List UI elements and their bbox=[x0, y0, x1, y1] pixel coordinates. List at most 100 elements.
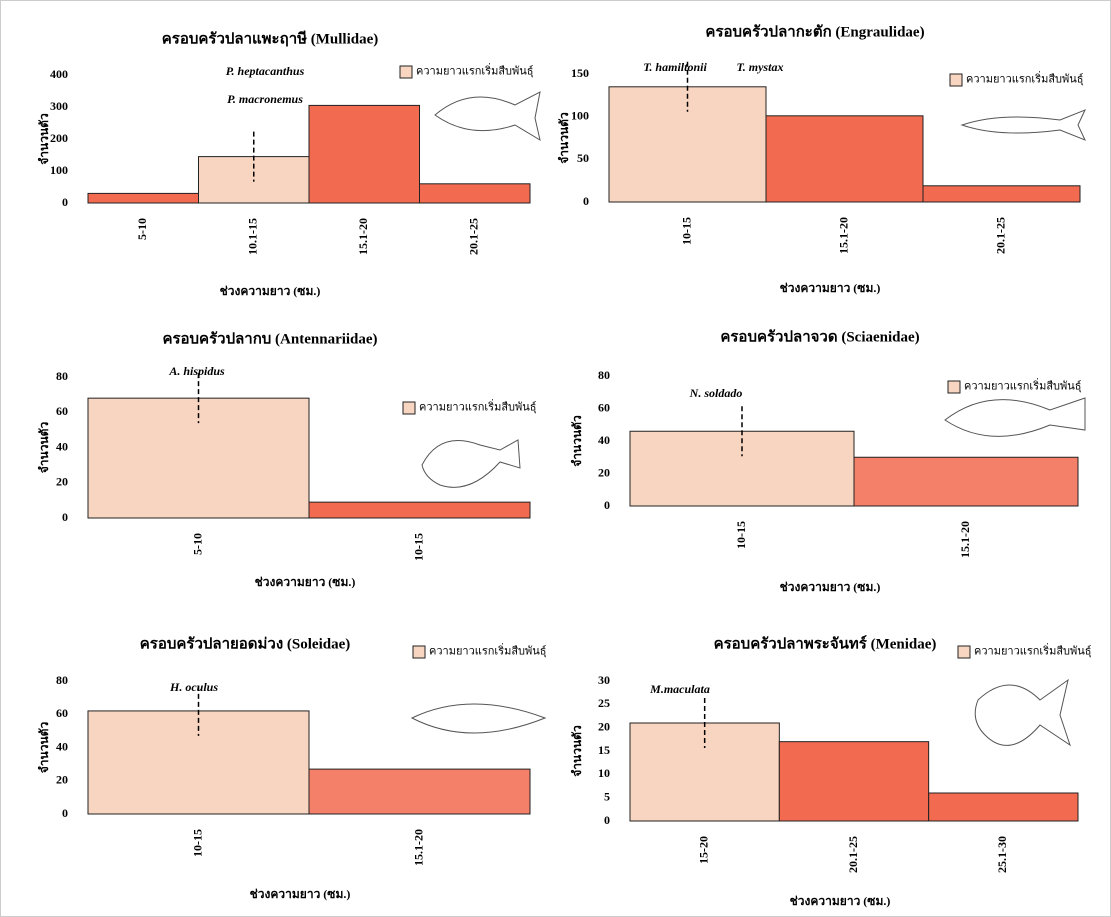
y-tick-label: 20 bbox=[56, 773, 68, 787]
x-tick-label: 15.1-20 bbox=[356, 218, 370, 255]
x-tick-label: 15.1-20 bbox=[958, 521, 972, 558]
y-tick-label: 40 bbox=[598, 433, 610, 447]
legend-swatch bbox=[399, 65, 413, 79]
chart-title: ครอบครัวปลากบ (Antennariidae) bbox=[162, 330, 377, 347]
y-axis-label: จำนวนตัว bbox=[557, 112, 571, 164]
y-tick-label: 60 bbox=[56, 404, 68, 418]
bar bbox=[629, 722, 780, 822]
y-tick-label: 80 bbox=[56, 369, 68, 383]
y-tick-label: 60 bbox=[598, 400, 610, 414]
legend-label: ความยาวแรกเริ่มสืบพันธุ์ bbox=[964, 378, 1082, 393]
bar bbox=[778, 741, 930, 822]
x-tick-label: 20.1-25 bbox=[993, 217, 1007, 254]
legend-swatch bbox=[402, 401, 416, 415]
x-axis-label: ช่วงความยาว (ซม.) bbox=[220, 284, 321, 298]
annotation: H. oculus bbox=[169, 680, 218, 694]
y-axis-label: จำนวนตัว bbox=[37, 113, 51, 165]
y-tick-label: 25 bbox=[598, 696, 610, 710]
y-tick-label: 100 bbox=[50, 163, 68, 177]
bar bbox=[922, 185, 1081, 203]
x-tick-label: 5-10 bbox=[190, 533, 204, 555]
annotation: M.maculata bbox=[649, 682, 710, 696]
x-tick-label: 15.1-20 bbox=[836, 217, 850, 254]
legend-label: ความยาวแรกเริ่มสืบพันธุ์ bbox=[429, 643, 547, 658]
chart-title: ครอบครัวปลากะตัก (Engraulidae) bbox=[705, 23, 924, 40]
y-tick-label: 40 bbox=[56, 439, 68, 453]
x-axis-label: ช่วงความยาว (ซม.) bbox=[780, 281, 881, 295]
fish-drawing bbox=[974, 678, 1071, 747]
annotation: A. hispidus bbox=[168, 364, 225, 378]
y-tick-label: 400 bbox=[50, 67, 68, 81]
y-tick-label: 30 bbox=[598, 673, 610, 687]
bar bbox=[87, 192, 199, 204]
x-tick-label: 10-15 bbox=[411, 533, 425, 561]
bar bbox=[928, 792, 1079, 822]
chart-title: ครอบครัวปลายอดม่วง (Soleidae) bbox=[140, 635, 351, 652]
fish-drawing bbox=[960, 109, 1086, 141]
fish-drawing bbox=[410, 703, 547, 734]
y-tick-label: 80 bbox=[598, 368, 610, 382]
chart-title: ครอบครัวปลาจวด (Sciaenidae) bbox=[720, 328, 919, 345]
y-tick-label: 300 bbox=[50, 99, 68, 113]
bar bbox=[629, 430, 855, 507]
annotation: N. soldado bbox=[689, 386, 743, 400]
x-tick-label: 5-10 bbox=[135, 218, 149, 240]
legend-label: ความยาวแรกเริ่มสืบพันธุ์ bbox=[966, 71, 1084, 86]
y-tick-label: 10 bbox=[598, 766, 610, 780]
x-tick-label: 10.1-15 bbox=[246, 218, 260, 255]
y-axis-label: จำนวนตัว bbox=[570, 415, 584, 467]
x-axis-label: ช่วงความยาว (ซม.) bbox=[790, 894, 891, 908]
bar bbox=[308, 501, 531, 519]
annotation: T. mystax bbox=[737, 60, 784, 74]
x-axis-label: ช่วงความยาว (ซม.) bbox=[780, 580, 881, 594]
y-tick-label: 150 bbox=[571, 66, 589, 80]
x-tick-label: 10-15 bbox=[190, 829, 204, 857]
legend-swatch bbox=[947, 380, 961, 394]
legend-swatch bbox=[949, 73, 963, 87]
y-tick-label: 0 bbox=[583, 194, 589, 208]
x-tick-label: 20.1-25 bbox=[846, 836, 860, 873]
y-tick-label: 0 bbox=[604, 813, 610, 827]
annotation: T. hamiltonii bbox=[643, 60, 707, 74]
annotation: P. macronemus bbox=[227, 92, 303, 106]
y-tick-label: 60 bbox=[56, 706, 68, 720]
legend-swatch bbox=[412, 645, 426, 659]
fish-drawings bbox=[410, 91, 1086, 747]
y-tick-label: 50 bbox=[577, 151, 589, 165]
bar bbox=[853, 456, 1079, 507]
y-tick-label: 15 bbox=[598, 743, 610, 757]
y-axis-label: จำนวนตัว bbox=[37, 422, 51, 474]
y-tick-label: 0 bbox=[62, 195, 68, 209]
y-tick-label: 80 bbox=[56, 673, 68, 687]
x-tick-label: 15-20 bbox=[696, 836, 710, 864]
chart-title: ครอบครัวปลาพระจันทร์ (Menidae) bbox=[714, 634, 937, 652]
y-tick-label: 20 bbox=[598, 719, 610, 733]
legend-label: ความยาวแรกเริ่มสืบพันธุ์ bbox=[419, 399, 537, 414]
y-tick-label: 5 bbox=[604, 789, 610, 803]
y-axis-label: จำนวนตัว bbox=[37, 722, 51, 774]
x-axis-label: ช่วงความยาว (ซม.) bbox=[250, 887, 351, 901]
bar bbox=[87, 397, 310, 519]
y-axis-label: จำนวนตัว bbox=[570, 725, 584, 777]
legend-label: ความยาวแรกเริ่มสืบพันธุ์ bbox=[416, 63, 534, 78]
x-axis-label: ช่วงความยาว (ซม.) bbox=[255, 575, 356, 589]
legend-swatch bbox=[957, 645, 971, 659]
fish-drawing bbox=[944, 397, 1086, 437]
chart-title: ครอบครัวปลาแพะฤาษี (Mullidae) bbox=[162, 30, 379, 47]
bar bbox=[419, 183, 531, 204]
y-tick-label: 0 bbox=[604, 498, 610, 512]
annotation: P. heptacanthus bbox=[226, 64, 305, 78]
y-tick-label: 200 bbox=[50, 131, 68, 145]
x-tick-label: 10-15 bbox=[734, 521, 748, 549]
fish-drawing bbox=[421, 439, 521, 488]
y-tick-label: 0 bbox=[62, 510, 68, 524]
y-tick-label: 20 bbox=[56, 475, 68, 489]
fish-drawing bbox=[434, 91, 541, 142]
legend-label: ความยาวแรกเริ่มสืบพันธุ์ bbox=[974, 643, 1092, 658]
y-tick-label: 0 bbox=[62, 806, 68, 820]
x-tick-label: 20.1-25 bbox=[467, 218, 481, 255]
y-tick-label: 40 bbox=[56, 739, 68, 753]
bar bbox=[765, 115, 924, 203]
bar bbox=[308, 768, 531, 815]
